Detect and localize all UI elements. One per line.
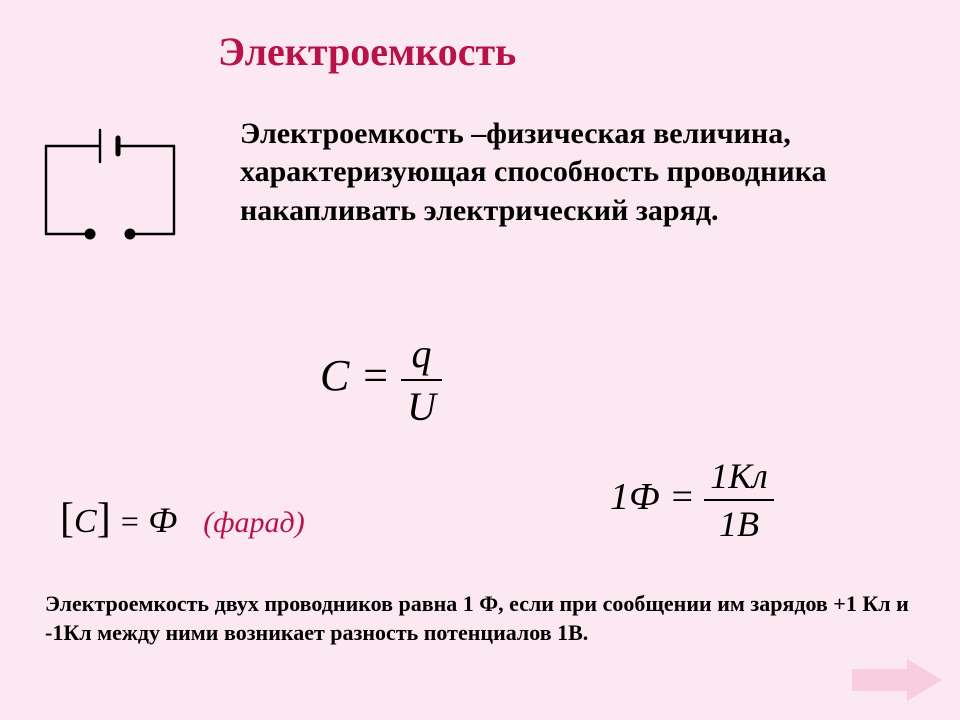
bracket-open: [ [60, 496, 74, 542]
bracket-close: ] [97, 496, 111, 542]
unit-right-lhs: 1Ф [610, 476, 660, 518]
unit-right-den: 1В [704, 501, 774, 545]
unit-conversion-formula: 1Ф = 1Кл 1В [610, 455, 774, 545]
formula-lhs: C [320, 351, 349, 400]
unit-eq: = [119, 503, 149, 539]
formula-numerator: q [401, 330, 442, 381]
unit-label: (фарад) [203, 506, 304, 539]
formula-eq: = [360, 351, 401, 400]
formula-denominator: U [401, 381, 442, 430]
next-arrow-icon[interactable] [852, 659, 942, 706]
unit-phi: Ф [148, 500, 177, 540]
page-title: Электроемкость [218, 28, 516, 75]
bottom-explanation: Электроемкость двух проводников равна 1 … [45, 590, 915, 647]
unit-symbol-c: C [74, 503, 97, 540]
capacitor-symbol-icon [40, 128, 190, 258]
unit-right-eq: = [669, 476, 704, 518]
unit-right-num: 1Кл [704, 455, 774, 501]
definition-text: Электроемкость –физическая величина, хар… [240, 115, 880, 230]
main-formula: C = q U [320, 330, 520, 430]
unit-bracket-formula: [C] = Ф (фарад) [60, 495, 305, 543]
